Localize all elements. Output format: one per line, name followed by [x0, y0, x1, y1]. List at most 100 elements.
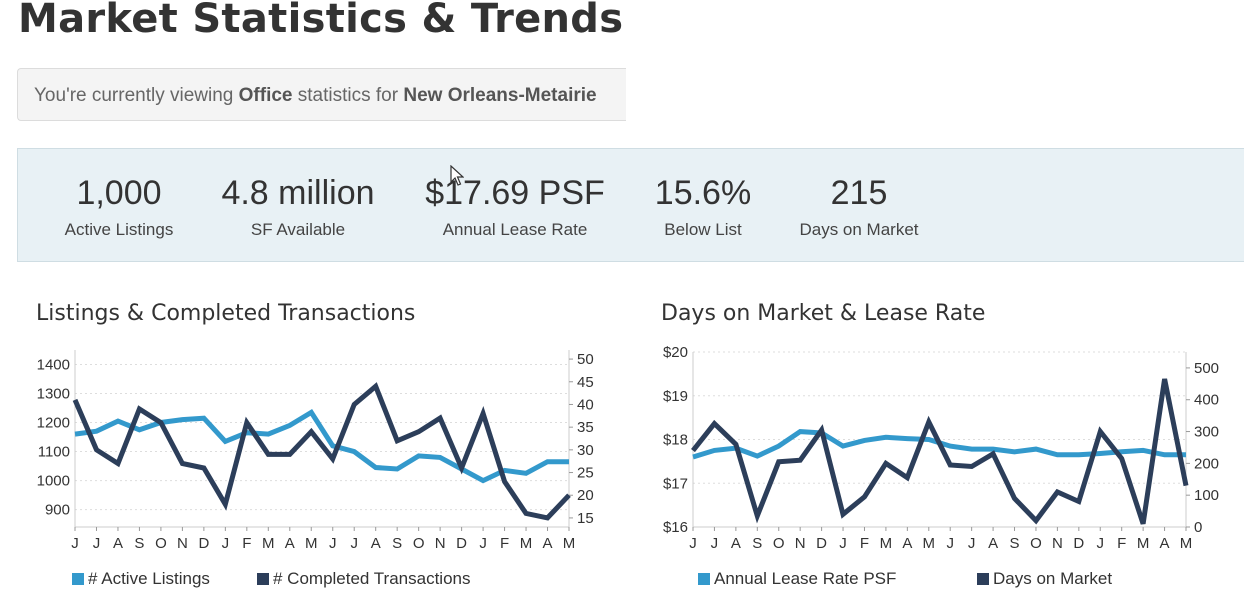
stat-label: SF Available — [250, 220, 346, 239]
chart1-x-tick-label: A — [113, 535, 123, 552]
chart2-left-tick-label: $17 — [663, 475, 688, 492]
stat-label: Annual Lease Rate — [442, 220, 588, 239]
stat-value: 15.6% — [654, 174, 752, 212]
chart1-left-tick-label: 900 — [45, 502, 70, 519]
chart1-title: Listings & Completed Transactions — [36, 301, 416, 326]
chart1-x-tick-label: J — [479, 535, 487, 552]
viewing-middle: statistics for — [292, 85, 404, 106]
chart2-x-tick-label: J — [711, 535, 719, 552]
chart2-x-tick-label: J — [1097, 535, 1105, 552]
chart2-right-tick-label: 400 — [1194, 392, 1219, 409]
chart2-right-axis: 0 100 200 300 400 500 — [1186, 360, 1219, 536]
chart2-right-tick-label: 0 — [1194, 519, 1202, 536]
chart1-left-tick-label: 1300 — [37, 386, 70, 403]
legend-swatch — [977, 573, 989, 585]
chart2-axes — [692, 352, 1187, 528]
stat-label: Below List — [664, 220, 742, 239]
chart2-series-line-days-on-market — [691, 378, 1189, 525]
legend-label: Days on Market — [993, 569, 1113, 588]
chart2-legend-lease-rate: Annual Lease Rate PSF — [698, 569, 896, 589]
stat-value: 4.8 million — [221, 174, 375, 212]
mouse-cursor-icon — [450, 165, 464, 186]
chart1-x-tick-label: N — [435, 535, 446, 552]
chart2-left-tick-label: $20 — [663, 344, 688, 361]
chart1-x-tick-label: M — [305, 535, 318, 552]
legend-swatch — [698, 573, 710, 585]
chart1-left-tick-label: 1100 — [38, 444, 70, 461]
chart1-right-tick-label: 40 — [577, 396, 594, 413]
chart1-legend-completed-transactions: # Completed Transactions — [257, 569, 471, 589]
chart2-x-tick-label: J — [946, 535, 954, 552]
chart1-x-tick-label: M — [520, 535, 533, 552]
chart2-left-tick-label: $19 — [663, 388, 688, 405]
chart2-right-tick-label: 500 — [1194, 360, 1219, 377]
chart2-x-tick-label: M — [1137, 535, 1150, 552]
chart1-x-tick-label: D — [456, 535, 467, 552]
chart1-right-tick-label: 20 — [577, 487, 594, 504]
chart2-x-tick-label: A — [731, 535, 741, 552]
stat-value: 1,000 — [76, 174, 162, 212]
viewing-banner: You're currently viewing Office statisti… — [17, 68, 626, 121]
chart1-x-tick-label: S — [134, 535, 144, 552]
chart1-left-tick-label: 1000 — [37, 473, 70, 490]
legend-label: # Completed Transactions — [273, 569, 471, 588]
chart2-right-tick-label: 200 — [1194, 455, 1219, 472]
chart2-x-tick-label: M — [880, 535, 893, 552]
chart1-x-tick-label: F — [500, 535, 509, 552]
legend-swatch — [257, 573, 269, 585]
chart1-right-tick-label: 50 — [577, 351, 594, 368]
chart1-right-axis: 15 20 25 30 35 40 45 50 — [569, 351, 594, 527]
stat-label: Days on Market — [799, 220, 919, 239]
chart2-left-tick-label: $16 — [663, 519, 688, 536]
chart1-series-line-active-listings — [74, 409, 569, 484]
stat-active-listings: 1,000 Active Listings — [63, 171, 175, 242]
chart1-x-tick-label: A — [371, 535, 381, 552]
chart1-right-tick-label: 25 — [577, 465, 594, 482]
chart2-left-tick-label: $18 — [663, 432, 688, 449]
chart1-x-tick-label: J — [222, 535, 230, 552]
chart1-left-tick-label: 1200 — [37, 415, 70, 432]
chart1-left-tick-label: 1400 — [37, 357, 70, 374]
chart2-x-tick-label: N — [1052, 535, 1063, 552]
page-title: Market Statistics & Trends — [18, 0, 624, 42]
chart2-x-tick-label: J — [839, 535, 847, 552]
chart1-listings-transactions: 900 1000 1100 1200 1300 1400 15 20 25 30 35 40 45 50… — [37, 350, 594, 552]
stat-days-on-market: 215 Days on Market — [794, 171, 924, 242]
chart1-x-tick-label: D — [198, 535, 209, 552]
chart1-x-tick-label: S — [392, 535, 402, 552]
chart2-x-tick-label: N — [795, 535, 806, 552]
chart1-x-tick-label: A — [543, 535, 553, 552]
chart1-series-line-completed-transactions — [72, 382, 571, 521]
chart2-title: Days on Market & Lease Rate — [661, 301, 986, 326]
chart2-x-tick-label: F — [860, 535, 869, 552]
stat-value: 215 — [830, 174, 888, 212]
viewing-property-type: Office — [238, 85, 293, 106]
chart2-x-tick-label: A — [988, 535, 998, 552]
chart1-x-tick-label: F — [242, 535, 251, 552]
chart1-x-tick-label: O — [413, 535, 425, 552]
chart1-right-tick-label: 45 — [577, 374, 594, 391]
chart2-x-tick-label: F — [1117, 535, 1126, 552]
chart2-x-tick-label: A — [1160, 535, 1170, 552]
viewing-market: New Orleans-Metairie — [403, 85, 597, 106]
chart1-x-tick-label: J — [93, 535, 101, 552]
chart1-right-tick-label: 30 — [577, 442, 594, 459]
legend-label: # Active Listings — [88, 569, 210, 588]
chart2-x-tick-label: O — [1030, 535, 1042, 552]
chart2-x-tick-label: M — [1180, 535, 1193, 552]
chart2-series-lines — [691, 378, 1189, 525]
chart1-x-tick-label: J — [329, 535, 337, 552]
chart2-x-tick-label: J — [689, 535, 697, 552]
chart1-right-tick-label: 15 — [577, 510, 594, 527]
chart2-x-tick-label: D — [816, 535, 827, 552]
chart2-right-tick-label: 100 — [1194, 487, 1219, 504]
chart1-x-tick-label: O — [155, 535, 167, 552]
chart1-left-axis: 900 1000 1100 1200 1300 1400 — [37, 357, 70, 519]
chart2-x-tick-label: M — [923, 535, 936, 552]
chart1-right-tick-label: 35 — [577, 419, 594, 436]
stat-annual-lease-rate: $17.69 PSF Annual Lease Rate — [420, 171, 610, 242]
chart2-x-tick-label: S — [1010, 535, 1020, 552]
legend-label: Annual Lease Rate PSF — [714, 569, 897, 588]
